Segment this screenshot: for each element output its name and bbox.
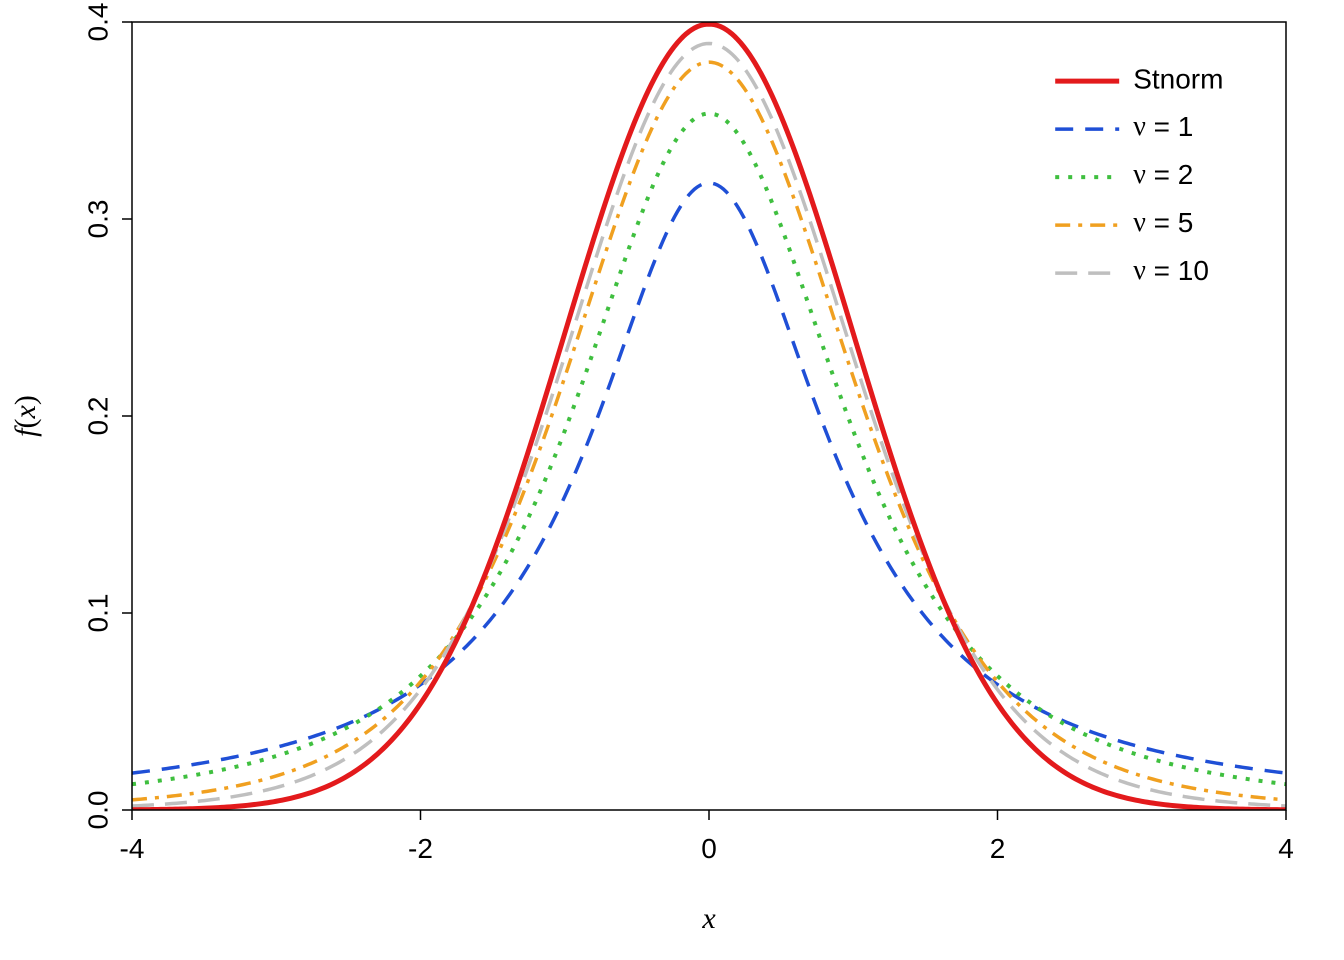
x-tick-label: 2	[990, 833, 1006, 864]
x-tick-label: -2	[408, 833, 433, 864]
y-tick-label: 0.4	[82, 3, 113, 42]
x-tick-label: 0	[701, 833, 717, 864]
x-tick-label: -4	[120, 833, 145, 864]
y-tick-label: 0.3	[82, 200, 113, 239]
y-tick-label: 0.2	[82, 397, 113, 436]
legend-label-t_nu1: ν = 1	[1133, 111, 1193, 142]
legend-label-t_nu10: ν = 10	[1133, 255, 1209, 286]
legend-label-t_nu5: ν = 5	[1133, 207, 1193, 238]
x-axis-label: x	[701, 902, 716, 935]
legend-label-t_nu2: ν = 2	[1133, 159, 1193, 190]
y-axis-label: f(x)	[9, 395, 42, 437]
x-tick-label: 4	[1278, 833, 1294, 864]
legend-label-stnorm: Stnorm	[1133, 63, 1223, 94]
y-tick-label: 0.0	[82, 791, 113, 830]
distribution-density-chart: -4 -2 0 2 4 0.0 0.1 0.2 0.3 0.4 x f(x) Stnorm ν = 1 ν …	[0, 0, 1344, 960]
chart-svg: -4 -2 0 2 4 0.0 0.1 0.2 0.3 0.4 x f(x) Stnorm ν = 1 ν …	[0, 0, 1344, 960]
y-tick-label: 0.1	[82, 594, 113, 633]
